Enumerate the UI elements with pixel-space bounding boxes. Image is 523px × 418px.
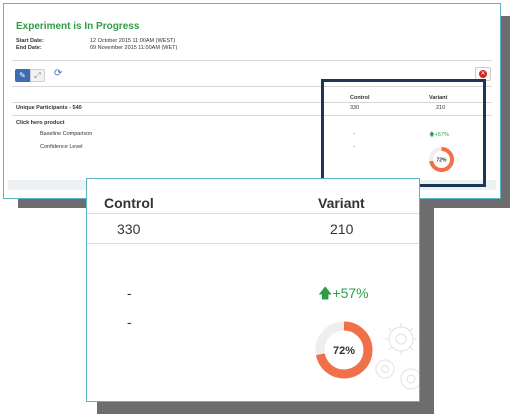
close-icon: ✕	[479, 70, 487, 78]
variant-participants: 210	[436, 105, 446, 111]
start-date-value: 12 October 2015 11:00AM (WEST)	[90, 38, 176, 44]
confidence-value-small: 72%	[436, 158, 447, 164]
refresh-button[interactable]: ⟳	[54, 68, 62, 79]
start-date-row: Start Date: 12 October 2015 11:00AM (WEST…	[16, 38, 175, 44]
divider	[12, 60, 492, 61]
divider	[87, 243, 419, 244]
goal-label: Click hero product	[16, 120, 65, 126]
confidence-control: -	[353, 144, 355, 150]
confidence-value: 72%	[333, 345, 355, 357]
divider	[87, 213, 419, 214]
baseline-variant: 🡅+57%	[429, 132, 449, 138]
refresh-icon: ⟳	[54, 68, 63, 79]
control-column-header: Control	[350, 95, 370, 101]
gears-watermark-icon	[375, 323, 419, 390]
variant-participants-zoom: 210	[330, 221, 354, 237]
experiment-title: Experiment is In Progress	[16, 21, 140, 32]
highlight-box	[321, 79, 486, 187]
variant-column-header: Variant	[429, 95, 448, 101]
end-date-value: 09 November 2015 11:00AM (WET)	[90, 45, 178, 51]
divider	[12, 102, 492, 103]
confidence-control-zoom: -	[127, 314, 132, 330]
start-date-label: Start Date:	[16, 38, 44, 44]
baseline-variant-zoom: 🡅+57%	[318, 285, 369, 301]
arrow-up-icon: 🡅	[429, 132, 435, 138]
control-participants: 330	[350, 105, 360, 111]
participants-label: Unique Participants - 540	[16, 105, 82, 111]
arrow-up-icon: 🡅	[318, 285, 333, 301]
pencil-icon: ✎	[19, 71, 26, 80]
expand-icon: ⤢	[34, 71, 41, 80]
zoomed-results-panel: Control Variant 330 210 - 🡅+57% - 72%	[86, 178, 420, 402]
confidence-donut: 72%	[315, 321, 373, 379]
baseline-label: Baseline Comparison	[40, 131, 93, 137]
edit-button[interactable]: ✎	[15, 69, 30, 82]
end-date-label: End Date:	[16, 45, 42, 51]
baseline-control: -	[353, 131, 355, 137]
divider	[12, 115, 492, 116]
baseline-control-zoom: -	[127, 285, 132, 301]
confidence-donut-small: 72%	[429, 147, 454, 172]
expand-button[interactable]: ⤢	[30, 69, 45, 82]
variant-column-header-zoom: Variant	[318, 195, 365, 211]
confidence-label: Confidence Level	[40, 144, 83, 150]
control-column-header-zoom: Control	[104, 195, 154, 211]
end-date-row: End Date: 09 November 2015 11:00AM (WET)	[16, 45, 177, 51]
control-participants-zoom: 330	[117, 221, 141, 237]
divider	[12, 86, 492, 87]
